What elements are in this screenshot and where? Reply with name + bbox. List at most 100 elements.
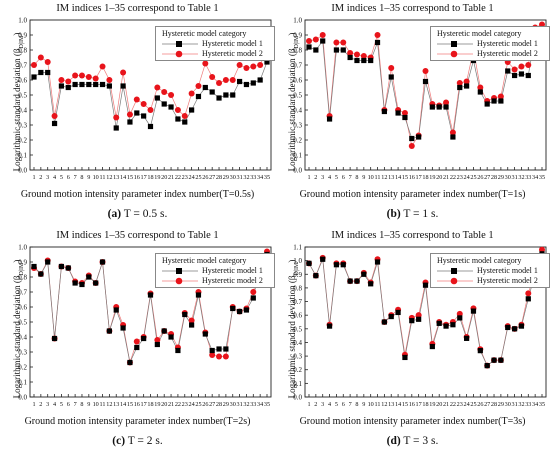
data-point-model-1 [154, 95, 160, 101]
data-point-model-1 [368, 281, 374, 287]
y-tick-label: 0.2 [18, 137, 27, 145]
data-point-model-1 [484, 363, 490, 369]
y-tick-label: 0.0 [18, 394, 27, 402]
legend-swatch-square [437, 41, 473, 47]
y-tick-label: 0.3 [293, 353, 302, 361]
x-tick-label: 21 [443, 401, 449, 408]
data-point-model-1 [498, 357, 504, 363]
x-tick-label: 26 [202, 174, 208, 181]
data-point-model-2 [525, 290, 532, 297]
data-point-model-2 [477, 84, 484, 91]
data-point-model-1 [113, 125, 119, 131]
x-tick-label: 11 [100, 174, 106, 181]
data-point-model-1 [168, 334, 174, 340]
data-point-model-1 [236, 308, 243, 315]
x-tick-label: 14 [395, 174, 401, 181]
data-point-model-1 [388, 74, 394, 80]
x-tick-label: 10 [93, 401, 99, 408]
x-tick-label: 2 [39, 401, 42, 408]
x-axis-label: Ground motion intensity parameter index … [299, 189, 526, 200]
x-tick-label: 35 [539, 174, 545, 181]
data-point-model-2 [188, 317, 195, 324]
data-point-model-2 [161, 89, 168, 95]
y-tick-label: 0.7 [293, 298, 302, 306]
data-point-model-1 [51, 120, 58, 127]
legend-item: Hysteretic model 2 [156, 49, 274, 59]
x-tick-label: 31 [236, 401, 242, 408]
data-point-model-2 [374, 32, 381, 38]
legend-title: Hysteretic model category [162, 256, 247, 265]
caption-text: T = 1 s. [400, 208, 439, 220]
y-axis-label-end: ) [12, 32, 22, 36]
x-tick-label: 7 [349, 174, 352, 181]
data-point-model-1 [518, 71, 525, 77]
x-tick-label: 27 [484, 174, 490, 181]
chart-title: IM indices 1–35 correspond to Table 1 [56, 230, 219, 241]
y-axis-label-end: ) [12, 259, 22, 263]
y-tick-label: 0.2 [18, 364, 27, 372]
data-point-model-1 [340, 47, 346, 53]
x-tick-label: 19 [154, 401, 160, 408]
x-axis-label: Ground motion intensity parameter index … [299, 416, 526, 427]
data-point-model-2 [44, 59, 51, 65]
x-tick-label: 25 [195, 401, 201, 408]
caption-label: (d) [386, 435, 401, 447]
x-tick-label: 18 [147, 174, 153, 181]
legend-swatch-square [162, 41, 198, 47]
y-tick-label: 0.1 [293, 152, 302, 160]
x-tick-label: 24 [464, 401, 470, 408]
x-tick-label: 4 [328, 401, 331, 408]
y-axis-label-text: Logarithmic standard deviation (β [287, 275, 297, 399]
data-point-model-1 [402, 354, 408, 361]
legend-item: Hysteretic model 2 [431, 49, 549, 59]
x-tick-label: 28 [216, 401, 222, 408]
data-point-model-1 [45, 259, 51, 265]
data-point-model-1 [209, 347, 215, 354]
x-tick-label: 35 [264, 401, 270, 408]
y-tick-label: 0.9 [293, 271, 302, 279]
data-point-model-2 [133, 338, 140, 345]
data-point-model-1 [223, 92, 229, 98]
data-point-model-1 [58, 83, 65, 89]
data-point-model-1 [264, 59, 270, 65]
data-point-model-1 [464, 83, 470, 89]
x-tick-label: 13 [113, 174, 119, 181]
y-tick-label: 0.0 [18, 167, 27, 175]
chart-title: IM indices 1–35 correspond to Table 1 [56, 3, 219, 14]
x-tick-label: 1 [307, 174, 310, 181]
data-point-model-2 [229, 77, 236, 83]
x-tick-label: 25 [470, 174, 476, 181]
x-tick-label: 17 [416, 174, 422, 181]
data-point-model-1 [320, 38, 326, 44]
y-axis-label: Logarithmic standard deviation (βD|IM) [12, 27, 26, 177]
data-point-model-2 [154, 84, 161, 91]
data-point-model-1 [175, 116, 181, 122]
x-tick-label: 8 [355, 401, 358, 408]
data-point-model-1 [58, 263, 65, 270]
data-point-model-2 [37, 54, 44, 61]
y-axis-label-end: ) [287, 259, 297, 263]
y-tick-label: 0.7 [293, 62, 302, 70]
data-point-model-2 [209, 74, 216, 80]
data-point-model-1 [141, 113, 147, 119]
data-point-model-1 [354, 278, 360, 284]
data-point-model-2 [113, 114, 120, 121]
y-tick-label: 0.3 [293, 122, 302, 130]
x-tick-label: 11 [375, 174, 381, 181]
data-point-model-2 [518, 63, 525, 70]
x-tick-label: 31 [236, 174, 242, 181]
legend-item: Hysteretic model 2 [156, 276, 274, 286]
data-point-model-1 [250, 80, 256, 86]
chart-plot: 0.00.10.20.30.40.50.60.70.80.91.01.11 2 3 4… [293, 244, 547, 408]
y-tick-label: 0.8 [18, 274, 27, 282]
y-tick-label: 0.5 [18, 319, 27, 327]
x-tick-label: 5 [335, 401, 338, 408]
data-point-model-1 [409, 318, 415, 324]
x-tick-label: 12 [381, 401, 387, 408]
data-point-model-2 [216, 353, 223, 360]
data-point-model-2 [216, 80, 223, 86]
x-tick-label: 34 [532, 174, 538, 181]
x-tick-label: 27 [209, 401, 215, 408]
x-tick-label: 1 [32, 401, 35, 408]
data-point-model-2 [92, 75, 99, 82]
